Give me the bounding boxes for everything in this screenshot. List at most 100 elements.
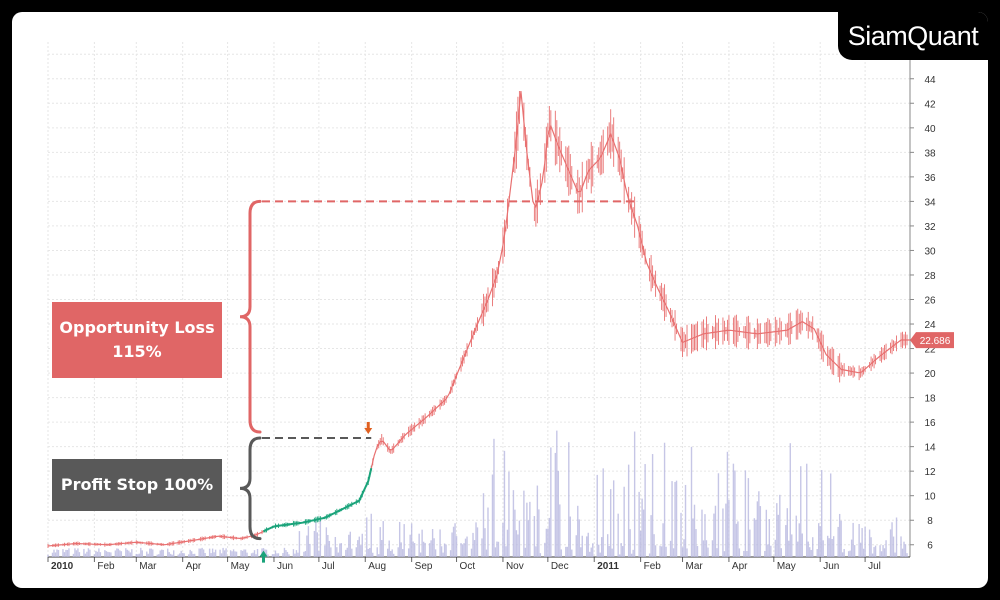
volume-bar (475, 522, 477, 557)
volume-bar (663, 442, 666, 557)
volume-bar (47, 554, 49, 557)
volume-bar (559, 504, 561, 557)
volume-bar (853, 545, 856, 557)
volume-bar (734, 470, 736, 557)
volume-bar (107, 551, 109, 557)
volume-bar (681, 547, 684, 557)
volume-bar (66, 549, 69, 557)
volume-bar (536, 485, 539, 557)
volume-bar (464, 538, 467, 557)
volume-bar (612, 480, 615, 557)
volume-bar (391, 549, 393, 557)
volume-bar (114, 550, 117, 557)
volume-bar (515, 530, 518, 557)
volume-bar (87, 548, 90, 557)
volume-bar (829, 473, 832, 557)
volume-bar (539, 553, 542, 557)
volume-bar (156, 554, 158, 557)
volume-bar (455, 536, 458, 557)
volume-bar (502, 522, 504, 557)
volume-bar (599, 552, 601, 557)
volume-bar (826, 535, 829, 557)
volume-bar (434, 549, 437, 557)
volume-bar (409, 534, 411, 557)
volume-bar (746, 551, 748, 557)
volume-bar (879, 545, 881, 557)
volume-bar (187, 554, 190, 557)
volume-bar (138, 553, 140, 557)
x-tick-label: Jul (322, 561, 335, 572)
volume-bar (201, 547, 203, 557)
volume-bar (325, 527, 328, 557)
volume-bar (292, 549, 295, 557)
volume-bar (765, 509, 768, 557)
volume-bar (307, 526, 310, 557)
profit-stop-box: Profit Stop 100% (52, 459, 222, 511)
volume-bar (62, 549, 64, 557)
volume-bar (104, 550, 106, 557)
volume-bar (398, 521, 401, 557)
volume-bar (463, 543, 465, 557)
volume-bar (152, 549, 154, 557)
volume-bar (545, 528, 548, 557)
volume-bar (149, 548, 151, 557)
volume-bar (747, 478, 750, 557)
volume-bar (430, 540, 432, 557)
volume-bar (774, 539, 777, 557)
volume-bar (611, 548, 613, 557)
volume-bar (99, 552, 102, 557)
volume-bar (535, 546, 537, 557)
volume-bar (256, 549, 259, 557)
volume-bar (171, 554, 173, 557)
volume-bar (219, 549, 221, 557)
volume-bar (367, 548, 369, 557)
volume-bar (838, 513, 841, 557)
volume-bar (346, 547, 349, 557)
volume-bar (641, 498, 643, 557)
volume-bar (864, 526, 866, 557)
volume-bar (527, 520, 530, 557)
volume-bar (581, 535, 583, 557)
volume-bar (128, 550, 130, 557)
volume-bar (369, 547, 371, 557)
volume-bar (791, 534, 793, 557)
volume-bar (452, 526, 455, 557)
volume-bar (852, 522, 854, 557)
volume-bar (297, 552, 299, 557)
volume-bar (349, 531, 351, 557)
volume-bar (779, 494, 781, 557)
profit-stop-label: Profit Stop 100% (60, 475, 214, 494)
volume-bar (225, 548, 227, 557)
volume-bar (482, 493, 485, 557)
volume-bar (728, 499, 730, 557)
volume-bar (894, 552, 896, 557)
volume-bar (903, 541, 905, 557)
volume-bar (759, 506, 762, 557)
volume-bar (840, 520, 842, 557)
volume-bar (181, 552, 184, 557)
volume-bar (618, 554, 621, 557)
volume-bar (336, 547, 338, 557)
volume-bar (690, 446, 693, 557)
volume-bar (669, 540, 672, 557)
volume-bar (494, 547, 497, 557)
y-tick-label: 12 (924, 467, 936, 478)
x-tick-label: May (777, 561, 796, 572)
volume-bar (602, 468, 604, 557)
volume-bar (566, 546, 568, 557)
volume-bar (683, 539, 685, 557)
opportunity-loss-label: Opportunity Loss (59, 318, 215, 337)
volume-bar (95, 550, 97, 557)
volume-bar (443, 543, 446, 557)
volume-bar (725, 503, 727, 557)
volume-bar (601, 537, 603, 557)
y-tick-label: 40 (924, 124, 936, 135)
volume-bar (506, 529, 509, 557)
volume-bar (360, 545, 362, 557)
volume-bar (705, 540, 708, 557)
volume-bar (904, 544, 907, 557)
volume-bar (701, 509, 703, 557)
volume-bar (381, 540, 383, 557)
volume-bar (753, 518, 756, 557)
volume-bar (213, 552, 215, 557)
